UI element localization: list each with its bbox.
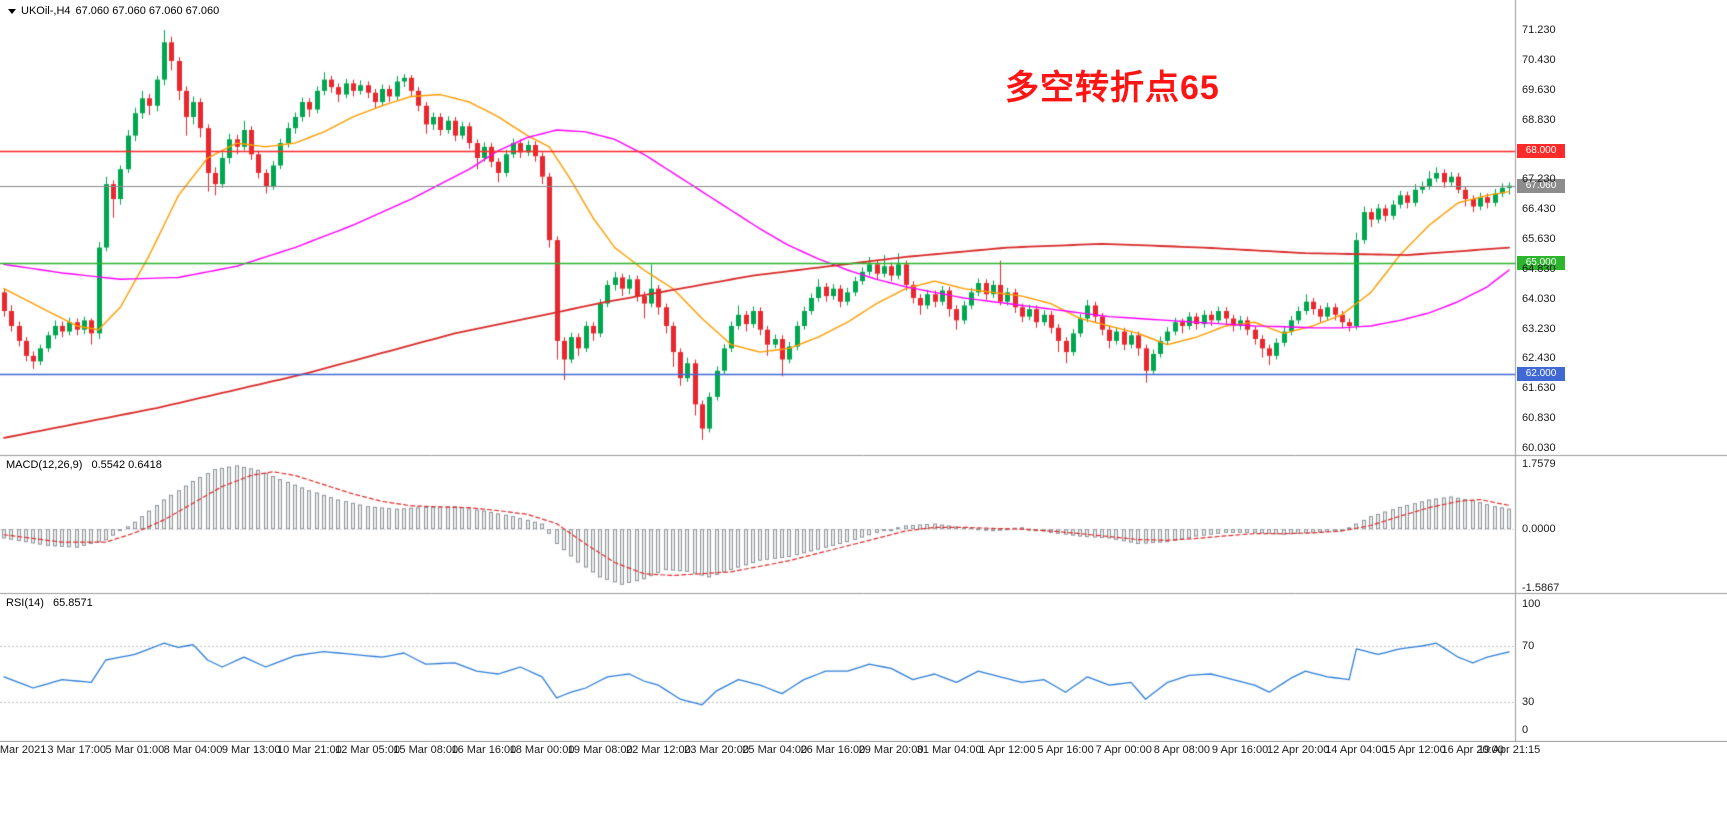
rsi-scale-label: 70: [1522, 640, 1535, 652]
time-tick-label: 5 Apr 16:00: [1037, 744, 1094, 756]
time-tick-label: 14 Apr 04:00: [1325, 744, 1388, 756]
time-tick-label: 2 Mar 2021: [0, 744, 47, 756]
price-tick-label: 69.630: [1522, 83, 1556, 96]
price-tick-label: 68.830: [1522, 113, 1556, 126]
time-tick-label: 12 Apr 20:00: [1267, 744, 1330, 756]
price-tick-label: 67.230: [1522, 173, 1556, 186]
time-tick-label: 3 Mar 17:00: [47, 744, 107, 756]
time-tick-label: 15 Apr 12:00: [1383, 744, 1446, 756]
time-tick-label: 23 Mar 20:00: [684, 744, 749, 756]
price-tick-label: 64.830: [1522, 262, 1556, 275]
time-tick-label: 8 Apr 08:00: [1153, 744, 1211, 756]
current-price-badge: 67.060: [1517, 178, 1565, 193]
symbol-name: UKOil-,H4: [21, 5, 71, 17]
time-tick-label: 19 Apr 21:15: [1477, 744, 1541, 756]
time-tick-label: 9 Mar 13:00: [221, 744, 281, 756]
hline-price-badge: 65.000: [1517, 255, 1565, 270]
macd-scale-label: 1.7579: [1522, 458, 1556, 470]
symbol-ohlc: 67.060 67.060 67.060 67.060: [75, 5, 220, 17]
chart-canvas[interactable]: [0, 0, 1727, 742]
price-tick-label: 65.630: [1522, 233, 1556, 245]
time-tick-label: 7 Apr 00:00: [1095, 744, 1152, 756]
price-tick-label: 64.030: [1522, 292, 1556, 305]
price-tick-label: 63.230: [1522, 322, 1556, 335]
symbol-info-bar: UKOil-,H4 67.060 67.060 67.060 67.060: [8, 5, 219, 17]
macd-scale-label: -1.5867: [1522, 582, 1560, 594]
macd-indicator-values: 0.5542 0.6418: [91, 459, 162, 471]
time-tick-label: 9 Apr 16:00: [1211, 744, 1269, 756]
macd-indicator-label: MACD(12,26,9) 0.5542 0.6418: [6, 459, 168, 471]
rsi-indicator-label: RSI(14) 65.8571: [6, 597, 99, 609]
time-tick-label: 16 Mar 16:00: [451, 744, 517, 756]
price-tick-label: 66.430: [1522, 203, 1556, 216]
time-tick-label: 8 Mar 04:00: [163, 744, 223, 756]
rsi-indicator-name: RSI(14): [6, 597, 44, 609]
time-tick-label: 19 Mar 08:00: [567, 744, 633, 756]
time-tick-label: 1 Apr 12:00: [979, 744, 1036, 756]
time-tick-label: 12 Mar 05:00: [335, 744, 400, 756]
chart-annotation-text[interactable]: 多空转折点65: [1005, 69, 1220, 107]
hline-price-badge: 62.000: [1517, 367, 1565, 382]
rsi-scale-label: 30: [1522, 696, 1535, 708]
price-tick-label: 60.030: [1522, 442, 1556, 454]
time-tick-label: 10 Mar 21:00: [276, 744, 342, 756]
price-tick-label: 71.230: [1522, 24, 1556, 36]
price-tick-label: 61.630: [1522, 382, 1556, 395]
time-tick-label: 25 Mar 04:00: [742, 744, 808, 756]
time-tick-label: 16 Apr 20:00: [1441, 744, 1504, 756]
price-tick-label: 60.830: [1522, 412, 1556, 425]
price-tick-label: 62.430: [1522, 352, 1556, 365]
time-tick-label: 18 Mar 00:00: [509, 744, 575, 756]
price-tick-label: 70.430: [1522, 53, 1556, 66]
macd-indicator-name: MACD(12,26,9): [6, 459, 83, 471]
time-tick-label: 5 Mar 01:00: [105, 744, 165, 756]
rsi-scale-label: 100: [1522, 598, 1541, 610]
symbol-marker-icon: [8, 8, 16, 14]
time-tick-label: 29 Mar 20:00: [858, 744, 924, 756]
hline-price-badge: 68.000: [1517, 143, 1565, 158]
price-axis[interactable]: 68.000 65.000 62.000 67.060 71.230 70.430 69.6…: [1516, 0, 1727, 742]
time-tick-label: 31 Mar 04:00: [916, 744, 982, 756]
time-tick-label: 22 Mar 12:00: [625, 744, 691, 756]
rsi-indicator-value: 65.8571: [52, 597, 93, 609]
rsi-scale-label: 0: [1522, 724, 1529, 736]
time-tick-label: 15 Mar 08:00: [393, 744, 459, 756]
time-tick-label: 26 Mar 16:00: [800, 744, 866, 756]
macd-scale-label: 0.0000: [1522, 523, 1556, 536]
